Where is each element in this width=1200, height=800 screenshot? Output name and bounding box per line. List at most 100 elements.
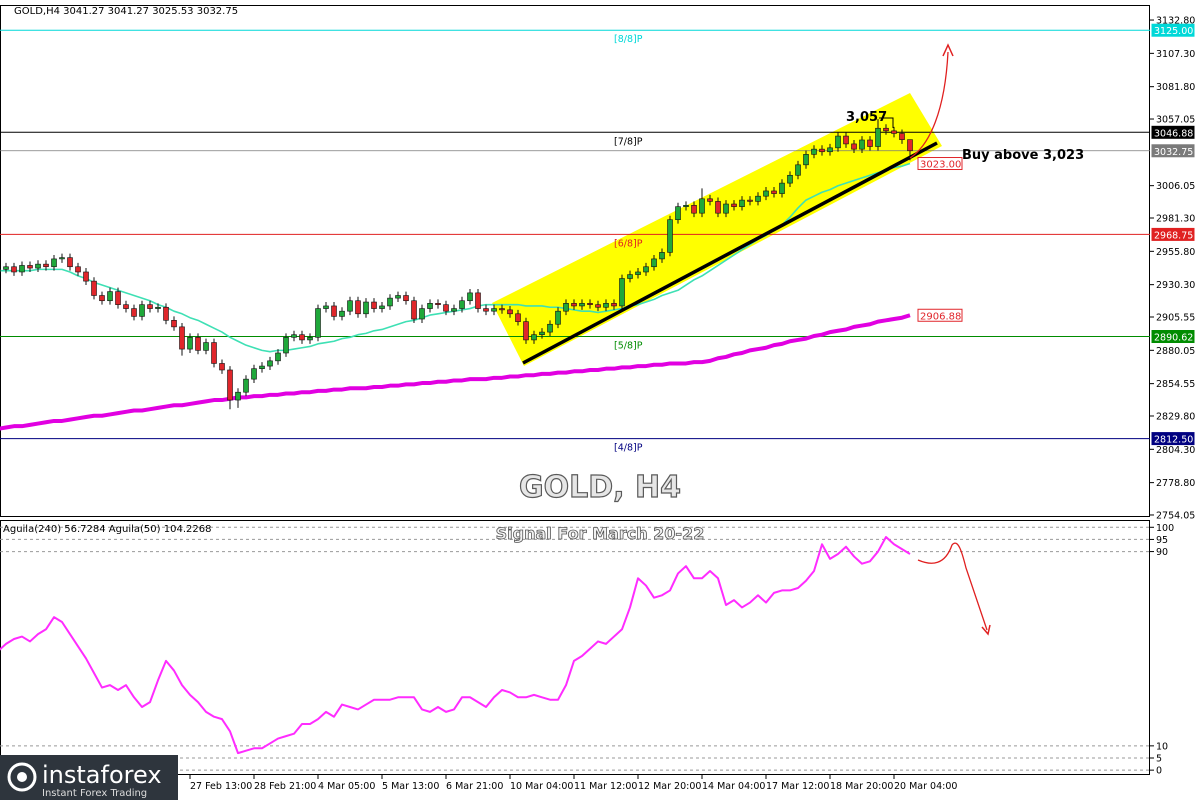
candle-body (211, 342, 217, 364)
candle-body (747, 199, 753, 202)
candle-body (115, 291, 121, 305)
candle-body (771, 190, 777, 194)
candle-body (443, 304, 449, 312)
candle-body (611, 303, 617, 307)
logo-icon-core (17, 772, 27, 782)
y-tick-label: 0 (1156, 766, 1162, 777)
y-tick-label: 2955.80 (1156, 247, 1195, 258)
y-tick-label: 2880.05 (1156, 346, 1195, 357)
signal-title: Signal For March 20-22 (496, 524, 705, 543)
level-label: 3125.00 (1154, 26, 1193, 37)
candle-body (531, 334, 537, 341)
candle-body (3, 266, 9, 270)
candle-body (379, 305, 385, 309)
candle-body (147, 304, 153, 309)
candle-body (251, 368, 257, 380)
x-tick-label: 10 Mar 04:00 (510, 781, 573, 792)
candle-body (627, 274, 633, 279)
ma-end-box (917, 308, 963, 322)
candle-body (483, 308, 489, 312)
candle-body (291, 334, 297, 338)
candle-body (267, 360, 273, 367)
candle-body (851, 143, 857, 150)
candle-body (515, 313, 521, 322)
y-tick-label: 100 (1156, 523, 1174, 534)
logo-background (0, 755, 178, 800)
logo: instaforex Instant Forex Trading (0, 755, 178, 800)
price-box (1151, 144, 1195, 158)
candle-body (755, 195, 761, 202)
level-label: 2968.75 (1154, 230, 1193, 241)
candle-body (67, 257, 73, 268)
candle-body (235, 391, 241, 401)
moving-average (0, 313, 911, 431)
y-tick-label: 2930.30 (1156, 280, 1195, 291)
candle-body (587, 303, 593, 305)
candle-body (139, 304, 145, 317)
candle-body (195, 337, 201, 351)
x-tick-label: 28 Feb 21:00 (254, 781, 316, 792)
candle-body (131, 308, 137, 317)
candle-body (475, 292, 481, 309)
x-tick-label: 18 Mar 20:00 (830, 781, 893, 792)
candle-body (715, 201, 721, 214)
candle-body (43, 263, 49, 268)
level-box (1151, 23, 1195, 37)
y-tick-label: 2804.30 (1156, 445, 1195, 456)
y-tick-label: 90 (1156, 547, 1168, 558)
y-tick-label: 3057.05 (1156, 115, 1195, 126)
candle-body (35, 263, 41, 269)
indicator-line (0, 536, 911, 755)
trend-line (522, 141, 938, 365)
candle-body (659, 252, 665, 260)
down-arrow-head (981, 624, 991, 636)
candle-body (507, 309, 513, 315)
x-tick-label: 4 Mar 05:00 (318, 781, 375, 792)
x-tick-label: 20 Mar 04:00 (894, 781, 957, 792)
y-tick-label: 2754.05 (1156, 510, 1195, 521)
peak-marker (879, 117, 894, 128)
chart-header: GOLD,H4 3041.27 3041.27 3025.53 3032.75 (14, 6, 238, 17)
price-panel-frame (0, 5, 1150, 517)
candle-body (11, 266, 17, 273)
candle-body (683, 205, 689, 207)
candle-body (355, 300, 361, 315)
candle-body (331, 305, 337, 317)
y-tick-label: 2981.30 (1156, 214, 1195, 225)
candle-body (779, 182, 785, 194)
candle-body (59, 257, 65, 260)
peak-annotation: 3,057 (846, 110, 887, 125)
level-label: 2890.62 (1154, 333, 1193, 344)
y-tick-label: 3107.30 (1156, 49, 1195, 60)
candle-body (907, 139, 913, 152)
up-arrow (909, 51, 949, 159)
candle-body (203, 342, 209, 351)
candle-body (219, 363, 225, 371)
candle-body (891, 130, 897, 134)
candle-body (827, 147, 833, 153)
candle-body (387, 297, 393, 307)
candle-body (699, 198, 705, 214)
candle-body (523, 321, 529, 341)
trend-channel (492, 93, 942, 366)
ma-end-box (917, 157, 963, 171)
buy-annotation: Buy above 3,023 (962, 148, 1084, 163)
y-tick-label: 3081.80 (1156, 82, 1195, 93)
candle-body (643, 266, 649, 273)
candle-body (867, 139, 873, 147)
y-tick-label: 2778.80 (1156, 478, 1195, 489)
x-tick-label: 14 Mar 04:00 (702, 781, 765, 792)
level-name: [6/8]P (614, 238, 643, 249)
candle-body (707, 198, 713, 202)
candle-body (347, 300, 353, 312)
candle-body (179, 326, 185, 350)
y-tick-label: 2854.55 (1156, 379, 1195, 390)
y-tick-label: 95 (1156, 535, 1168, 546)
indicator-label: Aguila(240) 56.7284 Aguila(50) 104.2268 (3, 524, 211, 535)
indicator-panel-frame (0, 520, 1150, 775)
y-tick-label: 3132.80 (1156, 16, 1195, 27)
logo-name: instaforex (42, 761, 162, 789)
candle-body (339, 310, 345, 317)
candle-body (419, 308, 425, 320)
chart-title: GOLD, H4 (519, 470, 681, 505)
